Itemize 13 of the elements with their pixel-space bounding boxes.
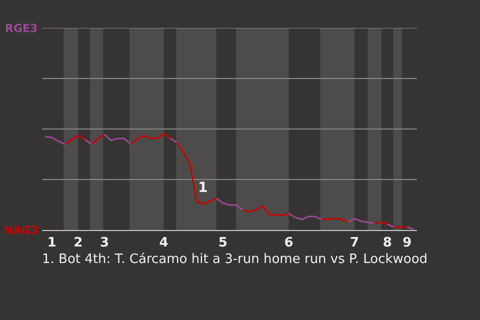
x-tick-label: 1	[47, 236, 56, 251]
x-tick-label: 2	[74, 236, 83, 251]
text: NAG3	[4, 224, 38, 237]
x-tick-label: 8	[382, 236, 392, 251]
x-tick-label: 3	[100, 236, 110, 251]
x-tick-label: 6	[284, 236, 294, 251]
text: 1. Bot 4th: T. Cárcamo hit a 3-run home run vs P. Lockwood	[42, 252, 428, 267]
x-tick-label: 5	[218, 236, 228, 251]
x-tick-label: 7	[350, 236, 360, 251]
x-tick-label: 9	[402, 236, 412, 251]
annotation: 1	[198, 180, 208, 196]
text: RGE3	[5, 22, 38, 35]
x-tick-label: 4	[159, 236, 168, 251]
